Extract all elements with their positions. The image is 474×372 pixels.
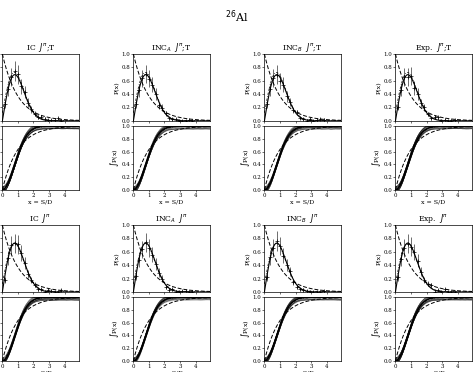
X-axis label: x = S/D: x = S/D (159, 199, 183, 204)
Y-axis label: $\int$P(x): $\int$P(x) (239, 320, 252, 339)
Title: INC$_A$  $J^{\pi}$;T: INC$_A$ $J^{\pi}$;T (151, 41, 191, 54)
Y-axis label: $\int$P(x): $\int$P(x) (370, 320, 383, 339)
Y-axis label: P(x): P(x) (115, 81, 120, 94)
Title: Exp.  $J^{\pi}$;T: Exp. $J^{\pi}$;T (415, 41, 453, 54)
Title: INC$_B$  $J^{\pi}$: INC$_B$ $J^{\pi}$ (286, 212, 319, 225)
Y-axis label: $\int$P(x): $\int$P(x) (239, 148, 252, 167)
Title: IC  $J^{\pi}$: IC $J^{\pi}$ (29, 212, 52, 225)
X-axis label: x = S/D: x = S/D (291, 199, 315, 204)
Y-axis label: $\int$P(x): $\int$P(x) (370, 148, 383, 167)
Y-axis label: P(x): P(x) (115, 252, 120, 265)
Y-axis label: P(x): P(x) (246, 252, 251, 265)
X-axis label: x = S/D: x = S/D (421, 371, 446, 372)
X-axis label: x = S/D: x = S/D (291, 371, 315, 372)
Y-axis label: $\int$P(x): $\int$P(x) (108, 320, 121, 339)
Title: INC$_A$  $J^{\pi}$: INC$_A$ $J^{\pi}$ (155, 212, 188, 225)
X-axis label: x = S/D: x = S/D (421, 199, 446, 204)
Title: Exp.  $J^{\pi}$: Exp. $J^{\pi}$ (419, 212, 449, 225)
Y-axis label: P(x): P(x) (377, 81, 382, 94)
X-axis label: x = S/D: x = S/D (28, 371, 53, 372)
Y-axis label: P(x): P(x) (246, 81, 251, 94)
Text: $^{26}$Al: $^{26}$Al (225, 8, 249, 25)
Title: INC$_B$  $J^{\pi}$;T: INC$_B$ $J^{\pi}$;T (283, 41, 323, 54)
X-axis label: x = S/D: x = S/D (159, 371, 183, 372)
X-axis label: x = S/D: x = S/D (28, 199, 53, 204)
Title: IC  $J^{\pi}$;T: IC $J^{\pi}$;T (26, 41, 55, 54)
Y-axis label: $\int$P(x): $\int$P(x) (108, 148, 121, 167)
Y-axis label: P(x): P(x) (377, 252, 382, 265)
